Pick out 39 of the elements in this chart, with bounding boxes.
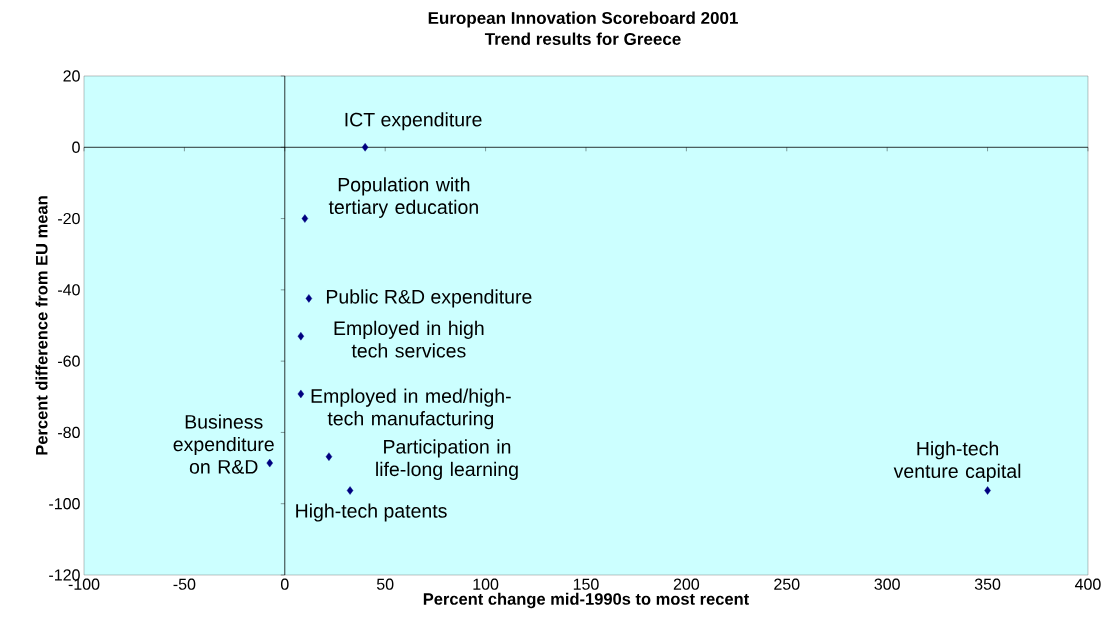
- annotation: High-tech patents: [296, 503, 447, 522]
- y-axis-title: Percent difference from EU mean: [35, 196, 48, 455]
- x-tick-label: 400: [1074, 578, 1101, 590]
- point: [301, 214, 309, 223]
- y-tick-label: -60: [58, 355, 80, 367]
- annotation: ICT expenditure: [345, 112, 482, 131]
- annotation: High-tech venture capital: [893, 441, 1021, 482]
- x-tick-label: 350: [974, 578, 1001, 590]
- x-axis-title: Percent change mid-1990s to most recent: [423, 592, 749, 609]
- point: [297, 331, 305, 341]
- annotation: Participation in life-long learning: [376, 439, 518, 480]
- annotation: Employed in high tech services: [334, 320, 484, 358]
- x-tick-label: 250: [774, 578, 800, 590]
- annotation: Business expenditure on R&D: [173, 414, 274, 474]
- chart-title: European Innovation Scoreboard 2001: [428, 11, 738, 28]
- annotation: Public R&D expenditure: [326, 289, 532, 308]
- point: [305, 294, 313, 303]
- x-tick-label: 0: [280, 578, 289, 590]
- point: [361, 143, 369, 152]
- y-tick-label: -20: [58, 212, 80, 225]
- y-tick-label: 20: [63, 70, 80, 82]
- x-tick-label: 100: [473, 578, 499, 590]
- y-tick-label: -100: [49, 498, 80, 510]
- point: [266, 458, 273, 468]
- y-tick-label: 0: [72, 141, 80, 153]
- x-tick-label: 150: [573, 578, 599, 590]
- x-tick-label: 200: [673, 578, 700, 590]
- point: [325, 452, 333, 461]
- annotation: Employed in med/high-tech manufacturing: [311, 388, 511, 430]
- x-tick-label: 300: [874, 578, 900, 590]
- x-tick-label: 50: [376, 578, 394, 590]
- chart-subtitle: Trend results for Greece: [484, 32, 681, 46]
- annotation: Population with tertiary education: [328, 177, 478, 218]
- point: [984, 486, 991, 495]
- y-tick-label: -40: [58, 284, 80, 296]
- y-tick-label: -80: [58, 426, 80, 439]
- point: [346, 486, 354, 495]
- point: [297, 389, 305, 399]
- x-tick-label: -50: [173, 578, 196, 590]
